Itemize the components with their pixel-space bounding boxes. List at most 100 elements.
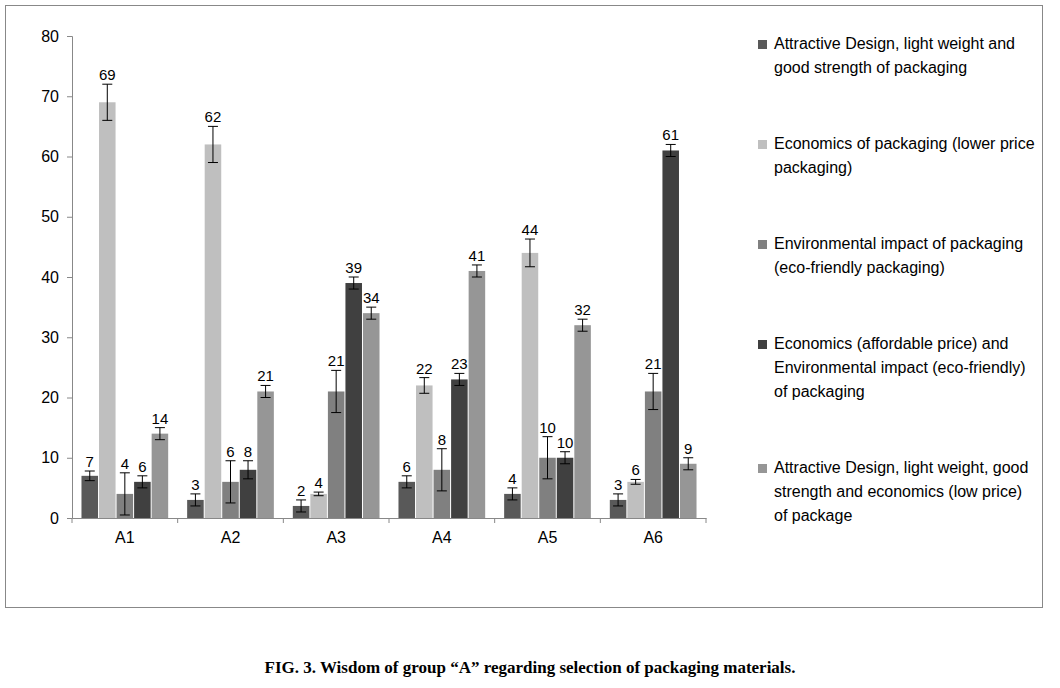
error-bar-stem (618, 494, 619, 506)
y-tick-label: 30 (41, 329, 59, 346)
error-bar (261, 385, 271, 397)
legend-line: Environmental impact of packaging (774, 235, 1023, 252)
error-bar-cap (648, 373, 658, 374)
error-bar-cap (578, 319, 588, 320)
category-separator (600, 518, 601, 523)
data-label: 44 (522, 221, 539, 238)
error-bar-cap (437, 448, 447, 449)
error-bar-stem (441, 449, 442, 491)
legend-swatch (758, 464, 767, 473)
data-label: 14 (152, 410, 169, 427)
y-tick-label: 20 (41, 389, 59, 406)
error-bar (472, 265, 482, 277)
error-bar-cap (120, 472, 130, 473)
bar (627, 482, 644, 518)
error-bar-cap (613, 493, 623, 494)
error-bar-cap (507, 487, 517, 488)
data-label: 3 (191, 476, 199, 493)
error-bar-cap (102, 120, 112, 121)
bar (416, 385, 433, 518)
error-bar-cap (120, 514, 130, 515)
error-bar-cap (190, 505, 200, 506)
legend-label: Economics of packaging (lower pricepacka… (774, 135, 1035, 176)
error-bar-stem (142, 476, 143, 488)
bar (99, 102, 116, 518)
bar (205, 144, 222, 518)
error-bar-cap (543, 478, 553, 479)
series (134, 144, 679, 518)
data-label: 23 (451, 355, 468, 372)
x-tick: A1 (115, 518, 135, 546)
x-tick: A5 (538, 518, 558, 546)
y-tick-mark (67, 36, 72, 37)
error-bar-cap (402, 487, 412, 488)
error-bar-stem (582, 319, 583, 331)
y-tick: 50 (41, 208, 72, 225)
error-bar (102, 84, 112, 120)
error-bar-stem (476, 265, 477, 277)
data-label: 41 (469, 247, 486, 264)
y-tick-label: 40 (41, 269, 59, 286)
error-bar-stem (301, 500, 302, 512)
legend-item: Attractive Design, light weight andgood … (758, 35, 1015, 76)
x-tick: A3 (326, 518, 346, 546)
legend-swatch (758, 140, 767, 149)
error-bar-cap (366, 319, 376, 320)
error-bar-cap (454, 385, 464, 386)
legend-label: Attractive Design, light weight andgood … (774, 35, 1015, 76)
error-bar (208, 126, 218, 162)
y-tick-label: 10 (41, 449, 59, 466)
error-bar-cap (419, 393, 429, 394)
y-tick-mark (67, 458, 72, 459)
error-bar-stem (459, 373, 460, 385)
y-tick-label: 60 (41, 148, 59, 165)
legend-line: packaging) (774, 159, 852, 176)
error-bar-stem (212, 126, 213, 162)
y-tick: 60 (41, 148, 72, 165)
x-tick: A2 (221, 518, 241, 546)
error-bar-stem (124, 473, 125, 515)
data-label: 9 (684, 440, 692, 457)
error-bar-cap (243, 478, 253, 479)
chart-title: FIG. 3. Wisdom of group “A” regarding se… (265, 658, 796, 677)
error-bar-cap (560, 451, 570, 452)
data-label: 10 (539, 419, 556, 436)
error-bar-stem (371, 307, 372, 319)
data-label: 22 (416, 360, 433, 377)
error-bar-cap (402, 475, 412, 476)
legend-swatch (758, 340, 767, 349)
error-bar-cap (631, 484, 641, 485)
x-tick-label: A4 (432, 529, 452, 546)
error-bar-cap (683, 469, 693, 470)
error-bar-stem (89, 471, 90, 481)
error-bar-cap (243, 460, 253, 461)
error-bar-stem (670, 144, 671, 156)
data-label: 4 (508, 470, 516, 487)
bar (345, 283, 362, 518)
data-label: 10 (557, 434, 574, 451)
error-bar (226, 461, 236, 503)
error-bar-cap (525, 266, 535, 267)
error-bar (85, 471, 95, 481)
legend-label: Economics (affordable price) andEnvironm… (774, 335, 1026, 400)
data-label: 4 (121, 455, 129, 472)
data-label: 21 (645, 355, 662, 372)
data-label: 32 (574, 301, 591, 318)
y-tick-mark (67, 518, 72, 519)
x-axis: A1 A2 A3 A4 A5 A6 (73, 518, 707, 546)
y-tick: 80 (41, 28, 72, 45)
error-bar (349, 277, 359, 289)
error-bar (190, 494, 200, 506)
y-tick-label: 50 (41, 208, 59, 225)
error-bar-cap (331, 370, 341, 371)
data-label: 8 (244, 443, 252, 460)
x-tick: A6 (643, 518, 663, 546)
error-bar-cap (666, 144, 676, 145)
data-label: 6 (226, 443, 234, 460)
legend-item: Environmental impact of packaging (eco-fr… (758, 235, 1023, 276)
error-bar-cap (613, 505, 623, 506)
error-bar-cap (349, 289, 359, 290)
error-bar-cap (543, 436, 553, 437)
legend-item: Economics of packaging (lower pricepacka… (758, 135, 1035, 176)
legend-line: (eco-friendly packaging) (774, 259, 945, 276)
